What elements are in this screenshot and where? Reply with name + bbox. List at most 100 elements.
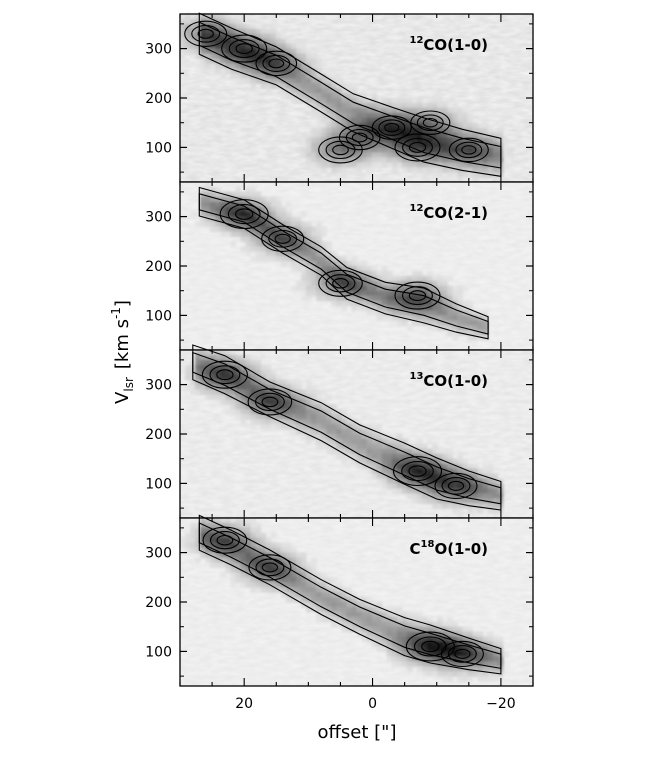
intensity-cell: [411, 147, 418, 153]
intensity-cell: [265, 379, 272, 386]
intensity-cell: [381, 646, 388, 653]
intensity-cell: [215, 43, 221, 50]
intensity-cell: [265, 364, 272, 371]
intensity-cell: [376, 448, 383, 455]
intensity-cell: [356, 597, 363, 603]
intensity-cell: [311, 389, 317, 396]
intensity-cell: [447, 117, 453, 124]
intensity-cell: [452, 285, 458, 292]
intensity-cell: [265, 68, 272, 74]
intensity-cell: [295, 48, 302, 55]
intensity-cell: [250, 63, 257, 69]
intensity-cell: [326, 117, 332, 124]
intensity-cell: [220, 369, 226, 376]
intensity-cell: [406, 102, 413, 109]
intensity-cell: [265, 28, 272, 35]
intensity-cell: [411, 651, 418, 657]
intensity-cell: [346, 434, 353, 440]
intensity-cell: [462, 330, 469, 336]
intensity-cell: [411, 117, 418, 124]
intensity-cell: [401, 458, 408, 465]
intensity-cell: [346, 419, 353, 425]
intensity-cell: [321, 414, 327, 420]
intensity-cell: [492, 493, 499, 499]
intensity-cell: [432, 646, 438, 653]
intensity-cell: [255, 246, 262, 252]
intensity-cell: [406, 325, 413, 331]
intensity-cell: [477, 641, 484, 648]
intensity-cell: [437, 315, 443, 321]
intensity-cell: [290, 48, 297, 55]
intensity-cell: [376, 621, 383, 628]
intensity-cell: [361, 112, 368, 119]
intensity-cell: [422, 167, 428, 173]
panel-label: 12CO(2-1): [410, 203, 489, 222]
intensity-cell: [427, 147, 433, 153]
intensity-cell: [260, 369, 267, 376]
intensity-cell: [457, 132, 463, 139]
intensity-cell: [457, 107, 463, 114]
intensity-cell: [225, 33, 232, 40]
intensity-cell: [391, 107, 398, 114]
intensity-cell: [457, 473, 463, 480]
intensity-cell: [295, 63, 302, 69]
intensity-cell: [437, 453, 443, 460]
intensity-cell: [295, 147, 302, 153]
intensity-cell: [477, 142, 484, 149]
intensity-cell: [482, 656, 489, 662]
intensity-cell: [477, 172, 484, 178]
intensity-cell: [265, 389, 272, 396]
intensity-cell: [235, 562, 242, 569]
intensity-cell: [457, 310, 463, 317]
intensity-cell: [422, 280, 428, 287]
intensity-cell: [376, 290, 383, 297]
intensity-cell: [432, 167, 438, 173]
intensity-cell: [285, 582, 292, 588]
contour-peak: [402, 286, 433, 306]
intensity-cell: [447, 616, 453, 623]
intensity-cell: [306, 78, 312, 84]
intensity-cell: [240, 78, 247, 84]
intensity-cell: [301, 221, 307, 228]
intensity-cell: [321, 152, 327, 158]
intensity-cell: [386, 483, 393, 489]
intensity-cell: [376, 295, 383, 302]
intensity-cell: [401, 616, 408, 623]
intensity-cell: [265, 231, 272, 237]
intensity-cell: [306, 157, 312, 163]
intensity-cell: [492, 661, 499, 667]
intensity-cell: [462, 305, 469, 312]
intensity-cell: [401, 300, 408, 307]
intensity-cell: [331, 83, 337, 89]
intensity-cell: [275, 394, 282, 401]
intensity-cell: [321, 251, 327, 257]
intensity-cell: [427, 305, 433, 312]
intensity-cell: [371, 310, 378, 317]
intensity-cell: [351, 626, 358, 633]
intensity-cell: [250, 582, 257, 588]
intensity-cell: [235, 78, 242, 84]
intensity-cell: [437, 626, 443, 633]
intensity-cell: [482, 127, 489, 134]
intensity-cell: [215, 28, 221, 35]
intensity-cell: [346, 606, 353, 613]
intensity-cell: [245, 23, 252, 30]
contour-peak: [434, 472, 478, 500]
intensity-cell: [331, 107, 337, 114]
intensity-cell: [331, 404, 337, 410]
intensity-cell: [356, 424, 363, 430]
intensity-cell: [462, 320, 469, 326]
intensity-cell: [240, 211, 247, 218]
intensity-cell: [195, 14, 201, 20]
intensity-cell: [215, 201, 221, 208]
intensity-cell: [255, 414, 262, 420]
intensity-cell: [285, 251, 292, 257]
intensity-cell: [356, 458, 363, 465]
intensity-cell: [422, 498, 428, 504]
intensity-cell: [371, 636, 378, 643]
intensity-cell: [422, 310, 428, 317]
intensity-cell: [467, 122, 474, 129]
intensity-cell: [190, 18, 196, 25]
intensity-cell: [457, 117, 463, 124]
intensity-cell: [422, 107, 428, 114]
